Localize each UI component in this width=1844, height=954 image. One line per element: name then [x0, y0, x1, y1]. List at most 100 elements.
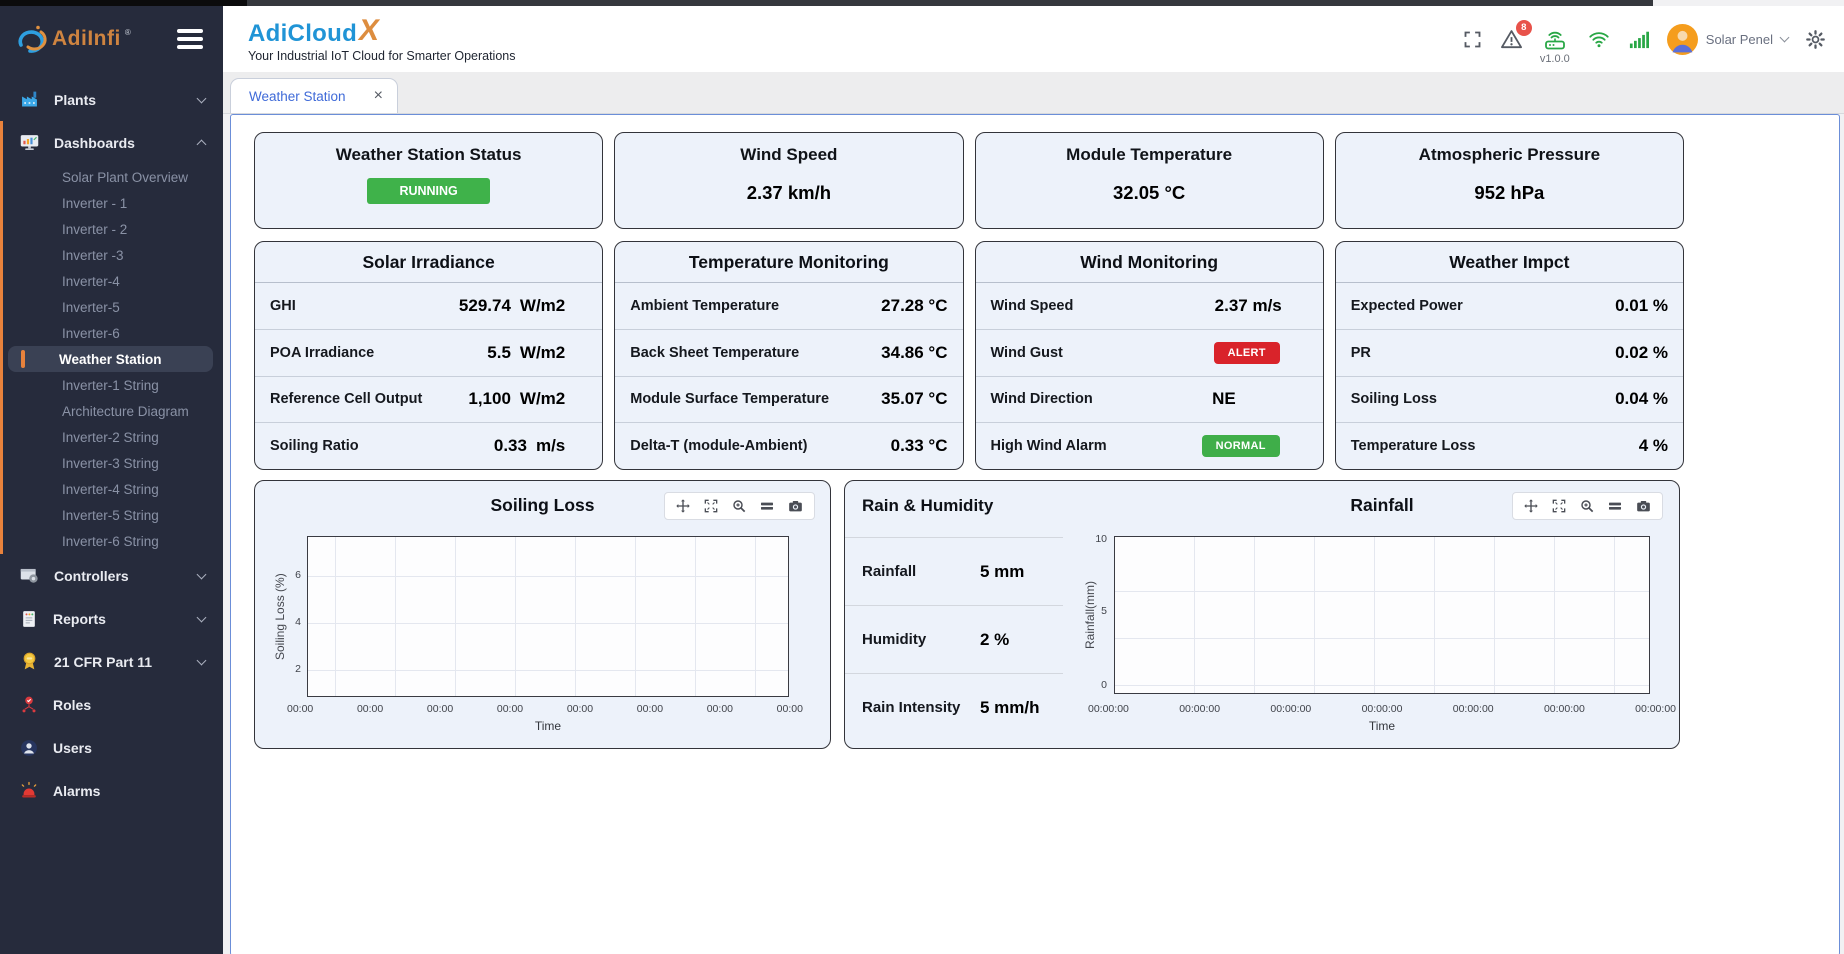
- hamburger-menu-icon[interactable]: [177, 29, 203, 49]
- metric-row: Rainfall 5 mm: [845, 537, 1063, 605]
- metric-label: Wind Speed: [990, 297, 1074, 314]
- sidebar-subitem-inverter-4-string[interactable]: Inverter-4 String: [62, 481, 159, 497]
- metric-row: High Wind Alarm NORMAL: [976, 423, 1323, 469]
- sidebar-item-label: Alarms: [53, 782, 101, 799]
- sidebar-item-label: Plants: [54, 91, 97, 108]
- sidebar-subitem-inverter-2[interactable]: Inverter - 2: [62, 221, 128, 237]
- metric-row: Wind Speed 2.37 m/s: [975, 283, 1323, 330]
- autoscale-bars-icon[interactable]: [759, 498, 775, 514]
- sidebar-item-roles[interactable]: Roles: [0, 683, 223, 726]
- metric-row: Wind Direction NE: [975, 377, 1323, 424]
- sidebar-subitem-solar-plant-overview[interactable]: Solar Plant Overview: [62, 169, 189, 185]
- sidebar-subitem-inverter-3-string[interactable]: Inverter-3 String: [62, 455, 159, 471]
- sidebar-item-label: Roles: [53, 696, 92, 713]
- metric-value: 0.02 %: [1615, 342, 1668, 362]
- camera-icon[interactable]: [787, 498, 804, 514]
- camera-icon[interactable]: [1635, 498, 1652, 514]
- card-wind-monitoring: Wind Monitoring Wind Speed 2.37 m/s Wind…: [974, 241, 1324, 470]
- sidebar-item-alarms[interactable]: Alarms: [0, 769, 223, 812]
- settings-gear-icon[interactable]: [1805, 29, 1826, 50]
- metric-label: Wind Gust: [990, 344, 1063, 361]
- metric-row: Wind Gust ALERT: [975, 330, 1323, 377]
- sidebar-item-dashboards[interactable]: Dashboards: [3, 121, 223, 164]
- x-tick: 00:00: [566, 703, 594, 715]
- plotly-toolbar: [1512, 492, 1663, 520]
- plotly-toolbar: [664, 492, 815, 520]
- x-tick: 00:00: [496, 703, 524, 715]
- sidebar-subitem-inverter-3[interactable]: Inverter -3: [62, 247, 124, 263]
- adiinfi-logo: AdiInfi ®: [14, 24, 131, 54]
- metric-value: 0.33 °C: [890, 436, 948, 456]
- sidebar-item-users[interactable]: Users: [0, 726, 223, 769]
- metric-label: Temperature Loss: [1350, 438, 1476, 455]
- brand-x: X: [356, 13, 383, 47]
- sidebar-subitem-inverter-6[interactable]: Inverter-6: [62, 325, 120, 341]
- x-tick: 00:00:00: [1543, 703, 1585, 715]
- tab-weather-station[interactable]: Weather Station ×: [230, 78, 398, 113]
- sidebar-subitem-weather-station-active[interactable]: Weather Station: [8, 346, 213, 372]
- y-tick: 6: [295, 569, 301, 581]
- brand-name: AdiCloud: [248, 19, 358, 47]
- metric-label: GHI: [270, 297, 296, 314]
- stat-card-row: Weather Station Status RUNNING Wind Spee…: [254, 132, 1684, 470]
- pan-icon[interactable]: [675, 498, 691, 514]
- metric-value: 2.37 m/s: [1214, 295, 1282, 315]
- sidebar-item-reports[interactable]: Reports: [0, 597, 223, 640]
- sidebar-subitem-inverter-5[interactable]: Inverter-5: [62, 299, 120, 315]
- card-weather-station-status: Weather Station Status RUNNING: [254, 132, 604, 229]
- pan-icon[interactable]: [1523, 498, 1539, 514]
- metric-row: Reference Cell Output 1,100 W/m2: [255, 377, 603, 424]
- card-title: Module Temperature: [1066, 145, 1233, 164]
- x-axis-ticks: 00:00:00 00:00:00 00:00:00 00:00:00 00:0…: [1088, 703, 1676, 715]
- browser-chrome-strip: [0, 0, 1653, 6]
- metric-label: Soiling Loss: [1350, 391, 1437, 408]
- zoom-box-icon[interactable]: [703, 498, 719, 514]
- zoom-in-icon[interactable]: [731, 498, 747, 514]
- autoscale-bars-icon[interactable]: [1607, 498, 1623, 514]
- card-title: Weather Impct: [1335, 242, 1683, 283]
- zoom-box-icon[interactable]: [1551, 498, 1567, 514]
- user-menu[interactable]: Solar Penel: [1666, 23, 1790, 55]
- version-label: v1.0.0: [1539, 52, 1570, 65]
- sidebar-subitem-inverter-5-string[interactable]: Inverter-5 String: [62, 507, 159, 523]
- panel-title: Rain & Humidity: [862, 496, 994, 515]
- metric-unit: W/m2: [519, 342, 566, 362]
- alerts-bell-icon[interactable]: 8: [1500, 19, 1532, 51]
- metric-label: Expected Power: [1350, 297, 1463, 314]
- soiling-loss-plot-area[interactable]: [307, 536, 789, 697]
- metric-row: Temperature Loss 4 %: [1336, 423, 1683, 469]
- x-tick: 00:00:00: [1179, 703, 1221, 715]
- metric-label: Rainfall: [862, 563, 917, 580]
- metric-label: Back Sheet Temperature: [630, 344, 800, 361]
- sidebar-item-controllers[interactable]: Controllers: [0, 554, 223, 597]
- metric-row: Expected Power 0.01 %: [1335, 283, 1683, 330]
- sidebar-subitem-inverter-1-string[interactable]: Inverter-1 String: [62, 377, 159, 393]
- chart-title: Soiling Loss: [490, 495, 595, 515]
- sidebar-item-plants[interactable]: Plants: [0, 78, 223, 121]
- metric-row: Ambient Temperature 27.28 °C: [615, 283, 963, 330]
- tab-close-icon[interactable]: ×: [373, 87, 383, 104]
- signal-bars-icon: [1628, 29, 1650, 49]
- metric-label: Reference Cell Output: [270, 391, 423, 408]
- sidebar-subitem-inverter-6-string[interactable]: Inverter-6 String: [62, 533, 159, 549]
- card-title: Wind Speed: [740, 145, 838, 164]
- sidebar-subitem-inverter-2-string[interactable]: Inverter-2 String: [62, 429, 159, 445]
- metric-row: Delta-T (module-Ambient) 0.33 °C: [615, 423, 962, 469]
- sidebar-item-21-cfr-part-11[interactable]: 21 CFR Part 11: [0, 640, 223, 683]
- zoom-in-icon[interactable]: [1579, 498, 1595, 514]
- fullscreen-icon[interactable]: [1462, 29, 1483, 50]
- x-tick: 00:00:00: [1361, 703, 1403, 715]
- x-tick: 00:00: [636, 703, 664, 715]
- sidebar-subitem-inverter-4[interactable]: Inverter-4: [62, 273, 120, 289]
- metric-unit: W/m2: [519, 295, 566, 315]
- sidebar-subitem-architecture-diagram[interactable]: Architecture Diagram: [62, 403, 189, 419]
- dashboard-monitor-icon: [20, 135, 39, 150]
- sidebar-subitem-inverter-1[interactable]: Inverter - 1: [62, 195, 128, 211]
- dashboard-panel: Weather Station Status RUNNING Wind Spee…: [230, 114, 1840, 954]
- card-weather-impact: Weather Impct Expected Power 0.01 % PR 0…: [1334, 241, 1684, 470]
- metric-value: 529.74: [458, 295, 511, 315]
- metric-label: Rain Intensity: [862, 699, 961, 716]
- rainfall-plot-area[interactable]: [1114, 536, 1650, 694]
- card-title: Temperature Monitoring: [615, 242, 963, 283]
- x-axis-label: Time: [1368, 719, 1396, 733]
